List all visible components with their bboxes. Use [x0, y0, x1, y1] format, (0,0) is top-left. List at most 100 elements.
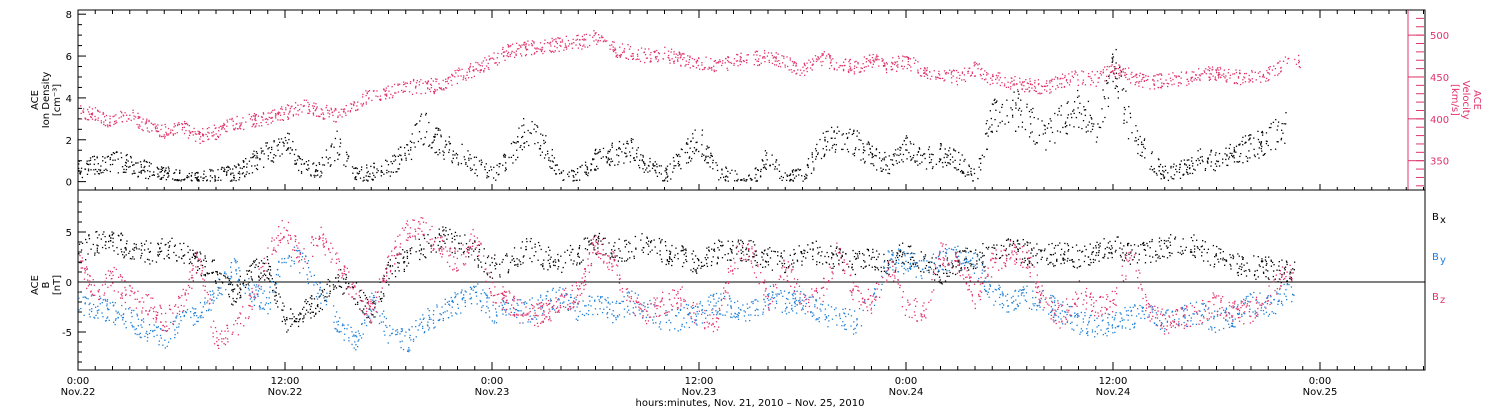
density-point: [205, 180, 208, 182]
density-point: [775, 161, 777, 163]
b-point-bx: [338, 285, 341, 287]
density-point: [267, 155, 269, 157]
velocity-point: [740, 56, 742, 59]
density-point: [543, 139, 545, 142]
density-point: [217, 176, 220, 179]
density-point: [1012, 99, 1014, 102]
velocity-point: [1168, 73, 1170, 75]
density-point: [259, 158, 261, 161]
b-point-bx: [1256, 269, 1258, 272]
density-point: [1158, 158, 1160, 161]
b-point-bx: [780, 252, 783, 254]
velocity-point: [1159, 86, 1162, 89]
velocity-point: [443, 89, 445, 91]
density-point: [784, 172, 786, 174]
velocity-point: [793, 61, 795, 63]
b-point-bx: [1106, 246, 1108, 249]
density-point: [891, 163, 894, 166]
density-tick-label: 4: [66, 94, 72, 105]
b-point-bx: [531, 260, 533, 263]
density-point: [1229, 152, 1231, 154]
b-point-bx: [326, 283, 328, 285]
density-point: [468, 157, 470, 159]
density-point: [467, 150, 469, 152]
velocity-point: [853, 73, 856, 75]
density-point: [327, 158, 329, 160]
density-point: [89, 163, 91, 165]
density-point: [707, 162, 709, 164]
density-point: [1226, 154, 1228, 156]
b-point-bx: [165, 243, 167, 246]
velocity-point: [509, 46, 511, 48]
velocity-point: [575, 44, 577, 46]
velocity-point: [620, 54, 623, 56]
density-point: [1189, 167, 1191, 169]
velocity-point: [739, 63, 741, 66]
velocity-point: [267, 112, 269, 114]
density-point: [597, 167, 599, 170]
velocity-point: [1003, 85, 1006, 87]
b-point-bx: [1167, 240, 1169, 242]
b-point-bx: [907, 245, 910, 248]
velocity-point: [1209, 78, 1211, 80]
b-point-bx: [1272, 270, 1275, 272]
density-point: [488, 170, 490, 172]
density-point: [558, 169, 560, 171]
velocity-point: [509, 53, 511, 56]
velocity-point: [1069, 81, 1072, 83]
density-point: [217, 169, 219, 171]
density-point: [253, 155, 255, 158]
b-point-bx: [233, 288, 236, 290]
b-point-bx: [650, 240, 653, 242]
velocity-point: [999, 72, 1001, 74]
density-point: [287, 148, 289, 151]
velocity-point: [695, 67, 698, 69]
density-point: [104, 161, 107, 164]
velocity-point: [1100, 70, 1102, 73]
density-point: [977, 177, 979, 180]
velocity-point: [646, 57, 649, 59]
velocity-point: [261, 125, 263, 127]
density-point: [618, 161, 620, 163]
b-point-bx: [1046, 257, 1048, 260]
velocity-point: [283, 111, 285, 114]
density-point: [856, 130, 858, 132]
density-point: [418, 131, 421, 133]
density-axis-title-line: [cm⁻³]: [52, 84, 63, 116]
density-point: [239, 173, 241, 175]
velocity-point: [218, 130, 220, 132]
b-point-bx: [877, 269, 880, 271]
density-point: [1129, 116, 1132, 119]
velocity-point: [1090, 77, 1092, 80]
velocity-point: [1257, 72, 1260, 74]
b-point-bx: [327, 278, 329, 281]
density-point: [1172, 166, 1175, 168]
density-point: [970, 173, 972, 175]
b-point-bx: [928, 261, 931, 264]
density-point: [898, 161, 901, 163]
b-point-bx: [592, 244, 594, 246]
velocity-point: [939, 77, 942, 80]
density-point: [553, 157, 556, 159]
density-point: [765, 154, 767, 157]
density-point: [1238, 160, 1241, 163]
b-point-bx: [529, 257, 531, 259]
b-point-bx: [703, 264, 706, 267]
density-point: [835, 144, 837, 146]
density-point: [256, 157, 259, 159]
density-point: [939, 143, 942, 145]
density-point: [1117, 91, 1119, 93]
density-point: [780, 175, 783, 178]
density-point: [1175, 168, 1177, 171]
b-point-bx: [250, 264, 252, 266]
density-point: [363, 176, 365, 179]
velocity-point: [582, 45, 584, 47]
velocity-point: [956, 69, 958, 72]
b-point-bx: [348, 285, 350, 288]
velocity-point: [1119, 72, 1121, 74]
density-point: [1101, 108, 1103, 110]
b-point-bx: [593, 235, 595, 238]
density-point: [498, 162, 501, 165]
velocity-point: [188, 124, 190, 127]
velocity-point: [689, 56, 691, 59]
